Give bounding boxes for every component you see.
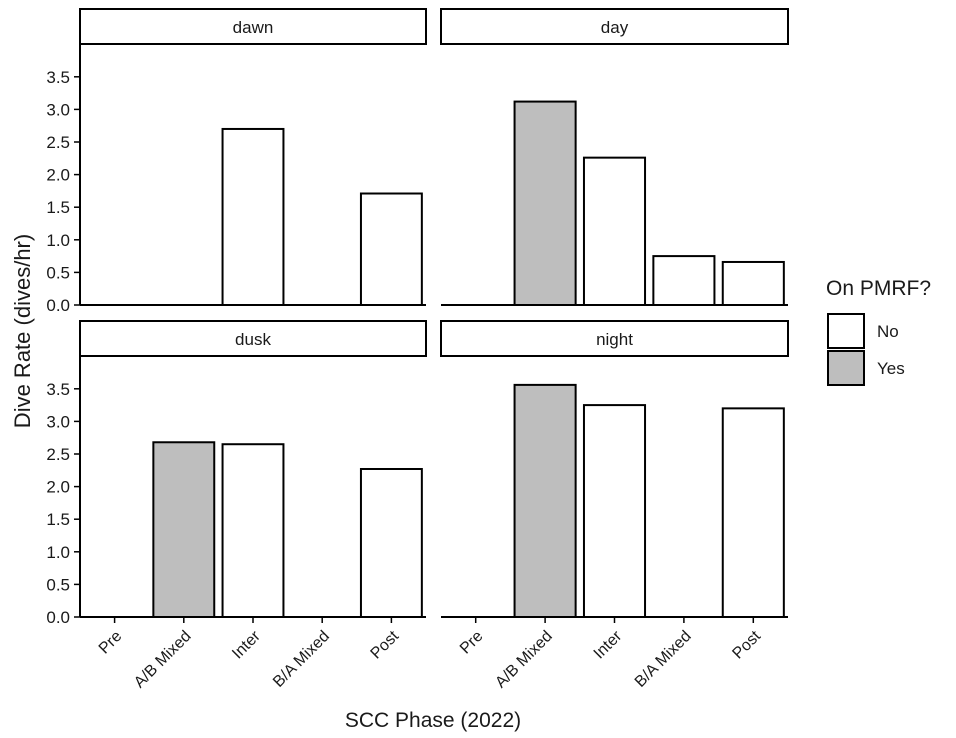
- y-tick-label: 2.5: [46, 445, 70, 464]
- x-tick-label: Inter: [229, 627, 264, 662]
- facet-night: night Pre A/B Mixed Inter B/A Mixed Post: [440, 320, 789, 692]
- legend-label-no: No: [877, 322, 899, 341]
- facet-strip: [440, 320, 789, 357]
- bar: [582, 404, 647, 618]
- legend: On PMRF? No Yes: [826, 277, 931, 386]
- bar: [652, 255, 716, 307]
- facet-panels: dawn 0.0 0.5 1.0 1.5 2.0 2.5 3.0 3.5 day dusk 0.0 0.…: [46, 8, 789, 692]
- x-axis-title: SCC Phase (2022): [345, 709, 521, 732]
- legend-key-no: [827, 313, 865, 349]
- y-tick-label: 0.0: [46, 608, 70, 627]
- x-tick-label: B/A Mixed: [270, 628, 333, 691]
- bar: [513, 383, 577, 618]
- facet-strip: [79, 320, 427, 357]
- y-tick-label: 0.5: [46, 263, 70, 282]
- facet-dawn: dawn 0.0 0.5 1.0 1.5 2.0 2.5 3.0 3.5: [46, 8, 427, 315]
- bar: [359, 467, 423, 618]
- y-axis-title: Dive Rate (dives/hr): [10, 234, 35, 428]
- facet-strip-label: dawn: [233, 18, 274, 37]
- x-tick-label: A/B Mixed: [492, 628, 556, 692]
- x-tick-label: Post: [729, 627, 764, 662]
- facet-dusk: dusk 0.0 0.5 1.0 1.5 2.0 2.5 3.0 3.5 Pre A/B Mixed…: [46, 320, 427, 692]
- bar: [152, 441, 216, 618]
- facet-strip-label: day: [601, 18, 629, 37]
- bar: [721, 260, 785, 306]
- legend-title: On PMRF?: [826, 277, 931, 300]
- y-tick-label: 1.0: [46, 231, 70, 250]
- legend-key-yes: [827, 350, 865, 386]
- bar: [359, 192, 423, 306]
- x-tick-label: Pre: [457, 628, 487, 658]
- bar: [721, 407, 785, 618]
- y-tick-label: 3.0: [46, 412, 70, 431]
- x-tick-label: Inter: [591, 627, 626, 662]
- y-tick-label: 0.5: [46, 575, 70, 594]
- facet-strip-label: dusk: [235, 330, 271, 349]
- x-tick-label: Post: [368, 627, 403, 662]
- facet-strip: [79, 8, 427, 45]
- legend-label-yes: Yes: [877, 359, 905, 378]
- x-tick-label: A/B Mixed: [131, 628, 195, 692]
- bar: [221, 443, 285, 618]
- bar: [582, 156, 647, 306]
- facet-strip: [440, 8, 789, 45]
- y-tick-label: 3.0: [46, 100, 70, 119]
- bar: [221, 127, 285, 306]
- facet-strip-label: night: [596, 330, 633, 349]
- bar: [513, 100, 577, 306]
- y-tick-label: 3.5: [46, 380, 70, 399]
- y-tick-label: 1.5: [46, 510, 70, 529]
- y-tick-label: 1.0: [46, 543, 70, 562]
- x-tick-label: Pre: [96, 628, 126, 658]
- y-tick-label: 2.0: [46, 478, 70, 497]
- y-tick-label: 1.5: [46, 198, 70, 217]
- y-tick-label: 2.0: [46, 166, 70, 185]
- y-tick-label: 2.5: [46, 133, 70, 152]
- y-tick-label: 3.5: [46, 68, 70, 87]
- facet-day: day: [440, 8, 789, 307]
- x-tick-label: B/A Mixed: [632, 628, 695, 691]
- y-tick-label: 0.0: [46, 296, 70, 315]
